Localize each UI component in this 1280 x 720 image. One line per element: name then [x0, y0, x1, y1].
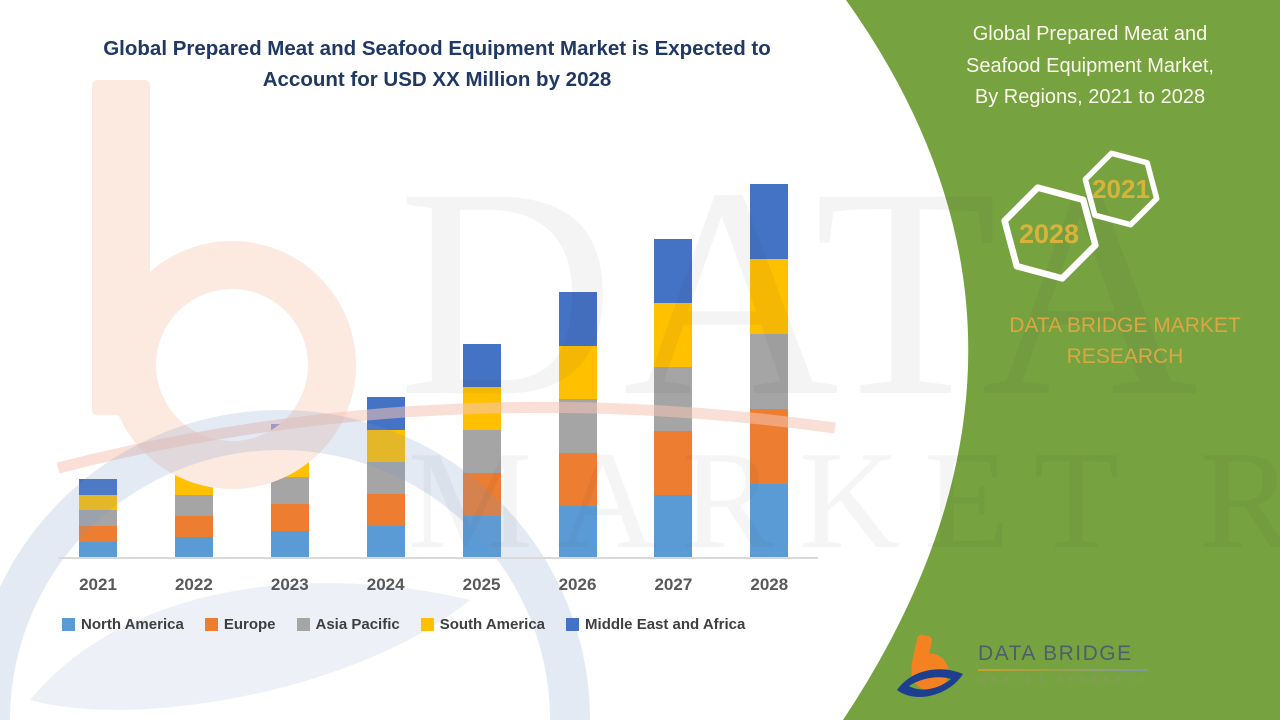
panel-heading: Global Prepared Meat and Seafood Equipme…: [903, 19, 1277, 114]
bar-segment-2021-middle-east-and-africa: [79, 479, 117, 495]
bar-segment-2028-europe: [750, 409, 789, 484]
bar-2022: [174, 452, 213, 558]
bar-2024: [366, 397, 405, 558]
legend-swatch-europe: [204, 618, 218, 631]
x-axis-label-2025: 2025: [462, 575, 501, 594]
panel-heading-line-2: Seafood Equipment Market,: [966, 54, 1214, 77]
legend-label-europe: Europe: [223, 616, 276, 633]
bar-segment-2024-south-america: [366, 430, 405, 462]
data-bridge-logo-icon: [897, 634, 963, 697]
bar-segment-2026-south-america: [558, 346, 597, 399]
bar-segment-2021-europe: [79, 526, 117, 542]
legend-label-middle-east-and-africa: Middle East and Africa: [585, 616, 746, 633]
x-axis-label-2026: 2026: [558, 575, 597, 594]
bar-segment-2024-middle-east-and-africa: [366, 397, 405, 430]
bar-segment-2027-south-america: [654, 303, 693, 367]
bar-2027: [654, 239, 693, 558]
x-axis-line: [58, 557, 818, 559]
bar-segment-2021-north-america: [79, 542, 117, 558]
panel-heading-line-1: Global Prepared Meat and: [972, 23, 1208, 45]
brand-text-line-2: RESEARCH: [1066, 345, 1184, 368]
bar-segment-2022-europe: [174, 516, 213, 537]
brand-text-line-1: DATA BRIDGE MARKET: [1009, 314, 1241, 337]
bar-2021: [79, 479, 117, 558]
bar-segment-2021-asia-pacific: [79, 510, 117, 526]
logo-d-swoosh: [897, 669, 963, 697]
bar-segment-2026-europe: [558, 453, 597, 506]
legend-swatch-asia-pacific: [296, 618, 310, 631]
bar-segment-2027-europe: [654, 431, 693, 495]
bar-segment-2023-asia-pacific: [270, 477, 309, 504]
x-axis-label-2023: 2023: [270, 575, 309, 594]
bar-segment-2027-north-america: [654, 495, 693, 558]
legend-item-south-america: South America: [420, 616, 546, 633]
hexagon-2028-year: 2028: [1019, 219, 1079, 249]
legend-swatch-middle-east-and-africa: [566, 618, 580, 631]
legend-item-asia-pacific: Asia Pacific: [296, 616, 400, 633]
hexagon-2021: [1082, 150, 1160, 228]
bar-segment-2022-asia-pacific: [174, 495, 213, 516]
bar-segment-2023-south-america: [270, 451, 309, 477]
bar-segment-2025-asia-pacific: [462, 430, 501, 473]
x-axis-label-2024: 2024: [366, 575, 405, 594]
x-axis-label-2021: 2021: [79, 575, 117, 594]
legend-swatch-south-america: [420, 618, 434, 631]
legend-swatch-north-america: [62, 618, 75, 631]
logo-name: DATA BRIDGE: [978, 642, 1133, 665]
bar-2025: [462, 344, 501, 558]
bar-segment-2022-north-america: [174, 537, 213, 558]
bar-segment-2025-south-america: [462, 387, 501, 430]
bar-segment-2028-north-america: [750, 484, 789, 558]
bar-segment-2028-asia-pacific: [750, 334, 789, 409]
bar-segment-2025-middle-east-and-africa: [462, 344, 501, 387]
bar-2028: [750, 184, 789, 558]
legend-item-north-america: North America: [62, 616, 184, 633]
bar-segment-2027-asia-pacific: [654, 367, 693, 431]
bar-segment-2023-north-america: [270, 531, 309, 558]
year-hexagons: 2021 2028: [1001, 150, 1160, 282]
logo-tagline: MARKET RESEARCH: [978, 675, 1151, 685]
logo-underline: [978, 669, 1148, 671]
bar-2023: [270, 424, 309, 558]
x-axis-label-2027: 2027: [654, 575, 693, 594]
x-axis-label-2022: 2022: [174, 575, 213, 594]
bar-segment-2024-europe: [366, 494, 405, 526]
legend-item-europe: Europe: [204, 616, 276, 633]
bar-segment-2023-middle-east-and-africa: [270, 424, 309, 451]
legend-item-middle-east-and-africa: Middle East and Africa: [566, 616, 745, 633]
legend-label-south-america: South America: [439, 616, 546, 633]
bar-segment-2025-north-america: [462, 516, 501, 558]
legend-label-north-america: North America: [81, 616, 184, 633]
chart-title: Global Prepared Meat and Seafood Equipme…: [52, 33, 822, 95]
legend-label-asia-pacific: Asia Pacific: [315, 616, 400, 633]
bar-segment-2026-north-america: [558, 506, 597, 558]
chart-title-line-1: Global Prepared Meat and Seafood Equipme…: [103, 37, 771, 60]
bar-segment-2022-south-america: [174, 473, 213, 495]
chart-legend: North America Europe Asia Pacific South Ame…: [62, 616, 745, 633]
bar-segment-2026-middle-east-and-africa: [558, 292, 597, 346]
panel-heading-line-3: By Regions, 2021 to 2028: [974, 86, 1206, 108]
chart-title-line-2: Account for USD XX Million by 2028: [262, 68, 612, 91]
bar-segment-2024-asia-pacific: [366, 462, 405, 494]
hexagon-2028: [1001, 184, 1099, 282]
bar-segment-2022-middle-east-and-africa: [174, 452, 213, 473]
bar-segment-2023-europe: [270, 504, 309, 531]
hexagon-2021-year: 2021: [1092, 174, 1150, 204]
bar-segment-2021-south-america: [79, 495, 117, 510]
bar-segment-2026-asia-pacific: [558, 399, 597, 453]
bar-segment-2028-middle-east-and-africa: [750, 184, 789, 259]
data-bridge-logo: DATA BRIDGE MARKET RESEARCH: [893, 633, 1150, 705]
bar-2026: [558, 292, 597, 558]
bar-segment-2028-south-america: [750, 259, 789, 334]
x-axis-label-2028: 2028: [750, 575, 789, 594]
bar-segment-2025-europe: [462, 473, 501, 516]
bar-segment-2027-middle-east-and-africa: [654, 239, 693, 303]
green-panel-shape: [843, 0, 1280, 720]
bar-segment-2024-north-america: [366, 526, 405, 558]
logo-text-column: DATA BRIDGE MARKET RESEARCH: [978, 633, 1150, 685]
brand-text: DATA BRIDGE MARKET RESEARCH: [945, 310, 1280, 372]
